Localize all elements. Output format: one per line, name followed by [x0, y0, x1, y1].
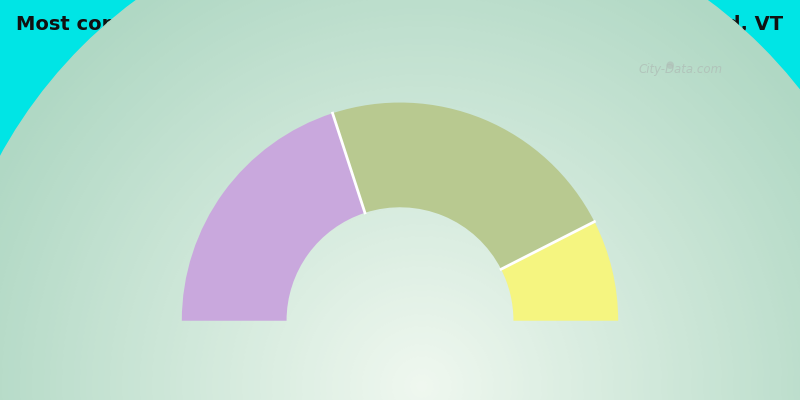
Circle shape [134, 98, 710, 400]
Circle shape [152, 116, 692, 400]
Circle shape [44, 8, 800, 400]
Circle shape [53, 0, 747, 400]
Circle shape [230, 194, 614, 400]
Circle shape [404, 368, 440, 400]
Circle shape [138, 37, 662, 400]
Circle shape [80, 44, 764, 400]
Wedge shape [501, 222, 618, 321]
Circle shape [314, 278, 530, 400]
Circle shape [14, 0, 786, 400]
Circle shape [243, 142, 557, 400]
Circle shape [92, 56, 752, 400]
Circle shape [190, 90, 610, 400]
Circle shape [197, 96, 603, 400]
Circle shape [86, 0, 714, 400]
Circle shape [398, 362, 446, 400]
Circle shape [266, 230, 578, 400]
Circle shape [322, 220, 478, 378]
Circle shape [368, 332, 476, 400]
Circle shape [110, 74, 734, 400]
Circle shape [236, 135, 564, 400]
Circle shape [184, 83, 616, 400]
Circle shape [14, 0, 800, 400]
Circle shape [50, 14, 794, 400]
Circle shape [86, 50, 758, 400]
Circle shape [171, 70, 629, 400]
Circle shape [320, 284, 524, 400]
Circle shape [188, 152, 656, 400]
Circle shape [106, 4, 694, 400]
Circle shape [26, 0, 800, 400]
Circle shape [27, 0, 773, 400]
Circle shape [410, 374, 434, 398]
Circle shape [308, 272, 536, 400]
Circle shape [46, 0, 754, 400]
Circle shape [361, 260, 439, 338]
Circle shape [260, 224, 584, 400]
Circle shape [92, 0, 708, 400]
Circle shape [308, 207, 492, 390]
Legend: Fuel oil, kerosene, etc., Wood, Bottled, tank, or LP gas: Fuel oil, kerosene, etc., Wood, Bottled,… [180, 368, 620, 392]
Circle shape [374, 338, 470, 400]
Circle shape [151, 50, 649, 400]
Circle shape [295, 194, 505, 400]
Circle shape [282, 181, 518, 400]
Circle shape [104, 68, 740, 400]
Circle shape [223, 122, 577, 400]
Circle shape [380, 344, 464, 400]
Circle shape [332, 296, 512, 400]
Circle shape [236, 200, 608, 400]
Circle shape [217, 116, 583, 400]
Text: Most commonly used house heating fuel in apartments in Holland, VT: Most commonly used house heating fuel in… [17, 14, 783, 34]
Circle shape [20, 0, 780, 400]
Text: City-Data.com: City-Data.com [638, 63, 723, 76]
Circle shape [170, 134, 674, 400]
Circle shape [302, 266, 542, 400]
Circle shape [334, 234, 466, 364]
Circle shape [204, 102, 596, 400]
Circle shape [98, 62, 746, 400]
Circle shape [194, 158, 650, 400]
Circle shape [302, 201, 498, 397]
Circle shape [128, 92, 716, 400]
Circle shape [416, 380, 428, 392]
Circle shape [218, 182, 626, 400]
Circle shape [140, 104, 704, 400]
Circle shape [242, 206, 602, 400]
Circle shape [116, 80, 728, 400]
Circle shape [99, 0, 701, 400]
Circle shape [178, 76, 622, 400]
Circle shape [338, 302, 506, 400]
Circle shape [374, 273, 426, 325]
Circle shape [118, 18, 682, 400]
Circle shape [392, 356, 452, 400]
Circle shape [284, 248, 560, 400]
Circle shape [146, 110, 698, 400]
Circle shape [344, 308, 500, 400]
Circle shape [356, 320, 488, 400]
Circle shape [269, 168, 531, 400]
Text: ●: ● [666, 60, 674, 70]
Circle shape [60, 0, 740, 400]
Circle shape [278, 242, 566, 400]
Circle shape [254, 218, 590, 400]
Circle shape [176, 140, 668, 400]
Circle shape [164, 63, 636, 400]
Wedge shape [182, 113, 365, 321]
Circle shape [386, 350, 458, 400]
Circle shape [74, 38, 770, 400]
Circle shape [210, 109, 590, 400]
Circle shape [66, 0, 734, 400]
Circle shape [328, 227, 472, 371]
Circle shape [290, 254, 554, 400]
Circle shape [56, 20, 788, 400]
